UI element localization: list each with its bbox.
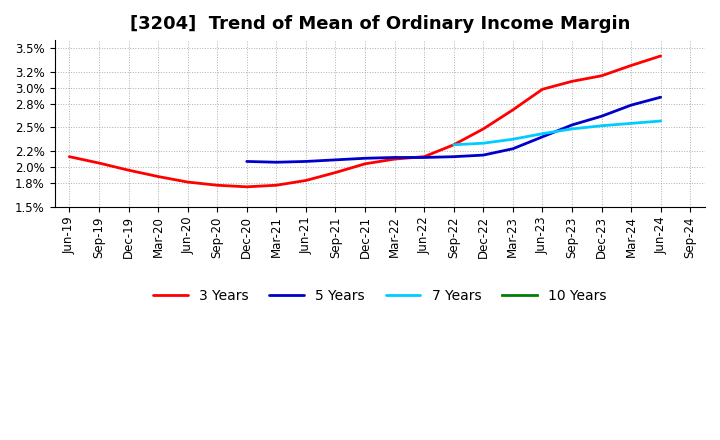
- 5 Years: [479, 153, 487, 158]
- 5 Years: [390, 155, 399, 160]
- 3 Years: [65, 154, 73, 159]
- 3 Years: [657, 53, 665, 59]
- 3 Years: [243, 184, 251, 190]
- Line: 3 Years: 3 Years: [69, 56, 661, 187]
- 3 Years: [302, 178, 310, 183]
- 5 Years: [627, 103, 636, 108]
- 5 Years: [331, 157, 340, 162]
- 7 Years: [627, 121, 636, 126]
- 7 Years: [538, 131, 546, 136]
- 3 Years: [361, 161, 369, 166]
- 3 Years: [272, 183, 281, 188]
- 3 Years: [331, 170, 340, 175]
- 3 Years: [213, 183, 222, 188]
- 5 Years: [567, 122, 576, 128]
- 3 Years: [420, 154, 428, 159]
- 5 Years: [538, 134, 546, 139]
- 3 Years: [597, 73, 606, 78]
- Title: [3204]  Trend of Mean of Ordinary Income Margin: [3204] Trend of Mean of Ordinary Income …: [130, 15, 630, 33]
- 3 Years: [154, 174, 163, 179]
- 3 Years: [124, 168, 132, 173]
- 7 Years: [657, 118, 665, 124]
- Line: 7 Years: 7 Years: [454, 121, 661, 145]
- 3 Years: [390, 157, 399, 162]
- 5 Years: [597, 114, 606, 119]
- 3 Years: [508, 107, 517, 113]
- 3 Years: [449, 142, 458, 147]
- 5 Years: [272, 160, 281, 165]
- 3 Years: [479, 126, 487, 132]
- 3 Years: [538, 87, 546, 92]
- 7 Years: [479, 140, 487, 146]
- 5 Years: [449, 154, 458, 159]
- 5 Years: [243, 159, 251, 164]
- 3 Years: [184, 180, 192, 185]
- Line: 5 Years: 5 Years: [247, 97, 661, 162]
- 5 Years: [302, 159, 310, 164]
- 7 Years: [449, 142, 458, 147]
- 7 Years: [508, 136, 517, 142]
- 3 Years: [627, 63, 636, 68]
- 3 Years: [94, 161, 103, 166]
- 5 Years: [508, 146, 517, 151]
- 7 Years: [597, 123, 606, 128]
- 5 Years: [657, 95, 665, 100]
- 5 Years: [361, 156, 369, 161]
- 5 Years: [420, 155, 428, 160]
- 3 Years: [567, 79, 576, 84]
- 7 Years: [567, 126, 576, 132]
- Legend: 3 Years, 5 Years, 7 Years, 10 Years: 3 Years, 5 Years, 7 Years, 10 Years: [148, 283, 612, 308]
